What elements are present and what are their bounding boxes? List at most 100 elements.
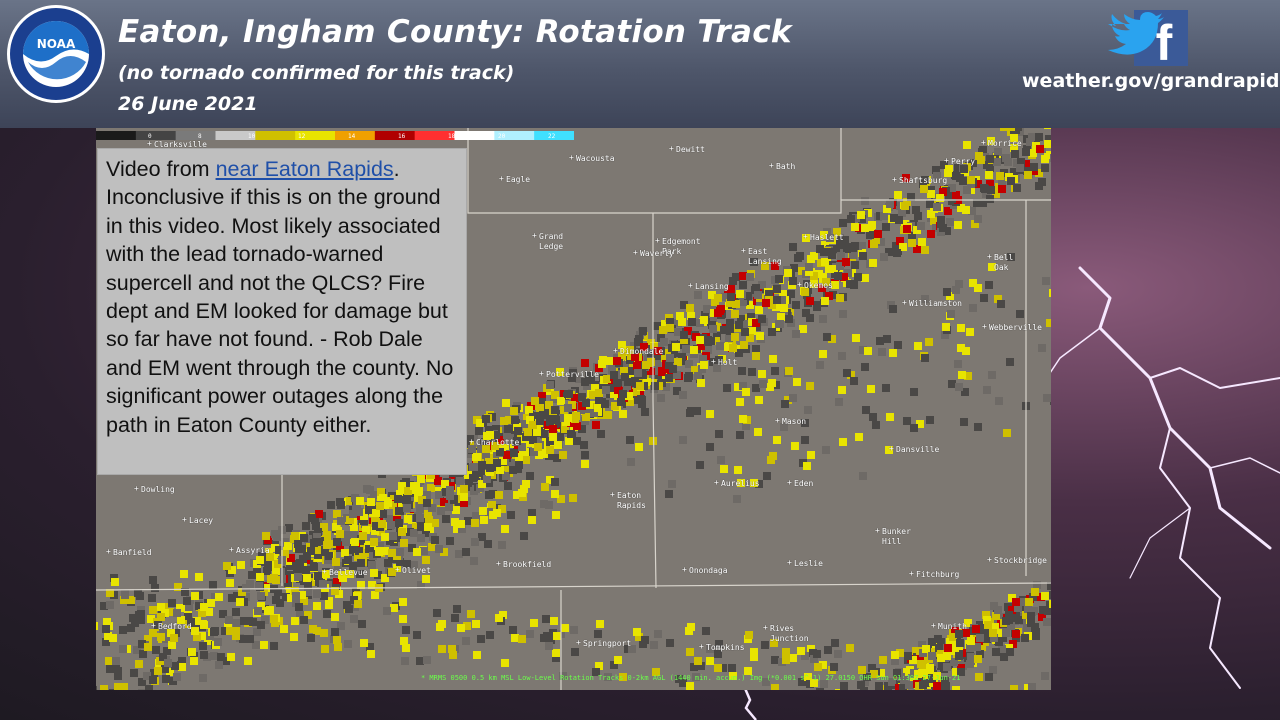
rotation-cell [300, 616, 308, 624]
rotation-cell [533, 428, 541, 436]
rotation-cell [957, 204, 965, 212]
rotation-cell [398, 482, 406, 490]
rotation-cell [686, 304, 694, 312]
rotation-cell [819, 661, 827, 669]
rotation-cell [768, 328, 776, 336]
rotation-cell [252, 641, 260, 649]
rotation-cell [441, 480, 449, 488]
website-url[interactable]: weather.gov/grandrapids [1022, 70, 1280, 92]
rotation-cell [154, 667, 162, 675]
rotation-cell [546, 381, 554, 389]
rotation-cell [736, 290, 744, 298]
rotation-cell [199, 642, 207, 650]
rotation-cell [851, 261, 859, 269]
rotation-cell [225, 616, 233, 624]
rotation-cell [877, 669, 885, 677]
rotation-cell [470, 557, 478, 565]
rotation-cell [1010, 134, 1018, 142]
rotation-cell [869, 259, 877, 267]
rotation-cell [836, 294, 844, 302]
rotation-cell [691, 366, 699, 374]
rotation-cell [775, 275, 783, 283]
rotation-cell [752, 345, 760, 353]
rotation-cell [894, 191, 902, 199]
rotation-cell [502, 399, 510, 407]
rotation-cell [496, 466, 504, 474]
rotation-cell [503, 451, 511, 459]
rotation-cell [901, 202, 909, 210]
rotation-cell [468, 445, 476, 453]
rotation-cell [875, 682, 883, 690]
rotation-cell [828, 251, 836, 259]
rotation-cell [239, 635, 247, 643]
rotation-cell [921, 246, 929, 254]
rotation-cell [908, 239, 916, 247]
rotation-cell [752, 352, 760, 360]
rotation-cell [592, 421, 600, 429]
rotation-cell [400, 637, 408, 645]
rotation-cell [975, 152, 983, 160]
rotation-cell [750, 648, 758, 656]
rotation-cell [821, 258, 829, 266]
rotation-cell [974, 215, 982, 223]
rotation-cell [1006, 358, 1014, 366]
rotation-cell [614, 656, 622, 664]
page-title: Eaton, Ingham County: Rotation Track [118, 14, 792, 50]
rotation-cell [744, 667, 752, 675]
rotation-cell [625, 392, 633, 400]
rotation-cell [846, 280, 854, 288]
rotation-cell [882, 384, 890, 392]
rotation-cell [717, 305, 725, 313]
rotation-cell [377, 488, 385, 496]
rotation-cell [200, 621, 208, 629]
rotation-cell [376, 502, 384, 510]
rotation-cell [916, 420, 924, 428]
rotation-cell [147, 615, 155, 623]
rotation-cell [863, 673, 871, 681]
town-label: Bedford [151, 621, 192, 632]
rotation-cell [320, 629, 328, 637]
rotation-cell [742, 422, 750, 430]
twitter-icon[interactable] [1108, 12, 1164, 55]
rotation-cell [1047, 582, 1051, 590]
rotation-cell [697, 342, 705, 350]
rotation-cell [290, 633, 298, 641]
rotation-cell [337, 517, 345, 525]
town-label: Assyria [229, 545, 270, 556]
rotation-cell [948, 184, 956, 192]
rotation-cell [746, 273, 754, 281]
rotation-cell [420, 547, 428, 555]
rotation-cell [359, 553, 367, 561]
rotation-cell [104, 632, 112, 640]
rotation-cell [190, 657, 198, 665]
rotation-cell [737, 315, 745, 323]
rotation-cell [518, 489, 526, 497]
rotation-cell [552, 649, 560, 657]
rotation-cell [106, 601, 114, 609]
rotation-cell [673, 387, 681, 395]
rotation-cell [522, 456, 530, 464]
town-label: Bellevue [322, 567, 367, 578]
colorbar-label: 16 [398, 133, 406, 140]
rotation-cell [464, 517, 472, 525]
rotation-cell [1041, 164, 1049, 172]
rotation-cell [129, 614, 137, 622]
rotation-cell [460, 499, 468, 507]
rotation-cell [131, 619, 139, 627]
rotation-cell [473, 453, 481, 461]
rotation-cell [253, 566, 261, 574]
rotation-cell [739, 382, 747, 390]
rotation-cell [307, 634, 315, 642]
rotation-cell [744, 292, 752, 300]
rotation-cell [281, 550, 289, 558]
rotation-cell [492, 431, 500, 439]
rotation-cell [193, 633, 201, 641]
rotation-cell [726, 319, 734, 327]
video-link[interactable]: near Eaton Rapids [215, 157, 394, 181]
rotation-cell [1000, 653, 1008, 661]
rotation-cell [1006, 648, 1014, 656]
rotation-cell [455, 550, 463, 558]
rotation-cell [323, 610, 331, 618]
rotation-cell [511, 416, 519, 424]
rotation-cell [350, 544, 358, 552]
